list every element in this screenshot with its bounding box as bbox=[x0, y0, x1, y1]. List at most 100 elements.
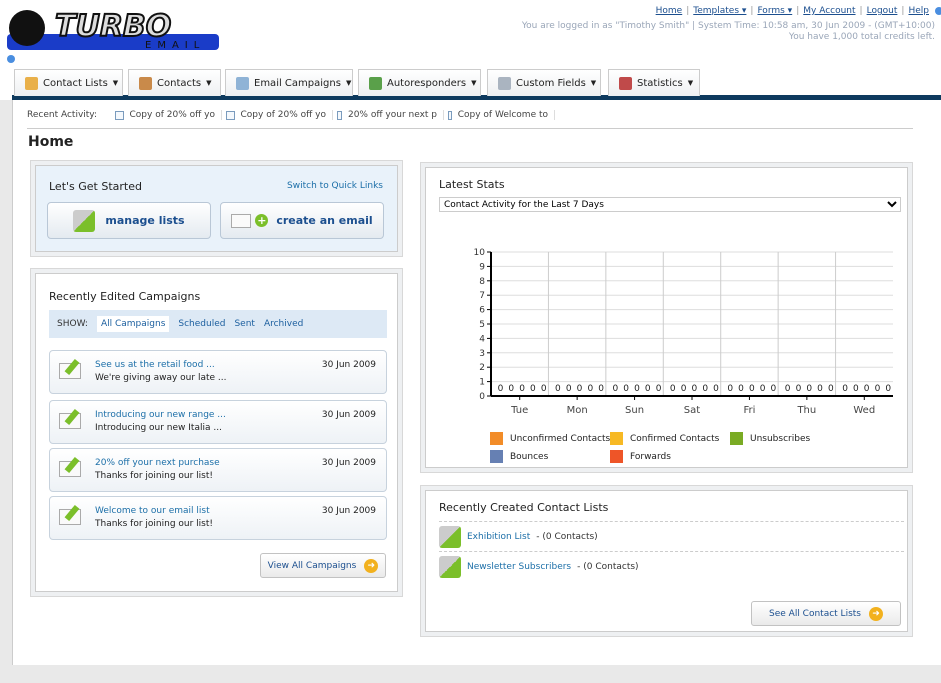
x-tick-label: Mon bbox=[567, 405, 588, 416]
user-info: You are logged in as "Timothy Smith" | S… bbox=[522, 21, 935, 43]
campaigns-title: Recently Edited Campaigns bbox=[49, 290, 201, 303]
arrow-right-icon: ➜ bbox=[364, 558, 379, 573]
data-label: 0 bbox=[771, 384, 777, 394]
data-label: 0 bbox=[587, 384, 593, 394]
envelope-check-icon bbox=[59, 509, 81, 525]
link-logout[interactable]: Logout bbox=[866, 6, 898, 16]
turbo-email-logo[interactable]: TURBO EMAIL bbox=[5, 4, 221, 52]
divider bbox=[27, 128, 913, 129]
legend-item: Forwards bbox=[610, 450, 671, 463]
stats-period-select[interactable]: Contact Activity for the Last 7 Days bbox=[439, 197, 901, 212]
y-tick-label: 4 bbox=[479, 334, 485, 344]
filter-all[interactable]: All Campaigns bbox=[96, 316, 170, 332]
svg-text:TURBO: TURBO bbox=[55, 9, 171, 44]
filter-sent[interactable]: Sent bbox=[234, 319, 255, 329]
recent-item-label: 20% off your next p bbox=[347, 110, 438, 120]
campaign-subject: Introducing our new Italia ... bbox=[95, 423, 222, 433]
tab-custom-fields[interactable]: Custom Fields ▼ bbox=[487, 69, 601, 96]
data-label: 0 bbox=[645, 384, 651, 394]
chevron-down-icon: ▼ bbox=[590, 79, 597, 87]
contact-list-item: Exhibition List - (0 Contacts) bbox=[439, 521, 904, 551]
recent-activity-item[interactable]: Copy of 20% off yo bbox=[226, 110, 334, 120]
tab-email-campaigns[interactable]: Email Campaigns ▼ bbox=[225, 69, 353, 96]
campaign-title[interactable]: See us at the retail food ... bbox=[95, 360, 215, 370]
campaign-subject: Thanks for joining our list! bbox=[95, 471, 214, 481]
tab-autoresponders[interactable]: Autoresponders ▼ bbox=[358, 69, 481, 96]
legend-label: Bounces bbox=[510, 451, 549, 462]
plus-icon: + bbox=[255, 214, 269, 227]
latest-stats-panel: Latest Stats Contact Activity for the La… bbox=[420, 162, 913, 473]
envelope-check-icon bbox=[59, 461, 81, 477]
tab-label: Email Campaigns bbox=[254, 77, 341, 89]
see-all-contact-lists-button[interactable]: See All Contact Lists ➜ bbox=[751, 601, 901, 626]
bar-chart-icon bbox=[619, 76, 632, 90]
chevron-down-icon: ▼ bbox=[206, 79, 212, 87]
scroll-handle-left bbox=[7, 55, 15, 63]
data-label: 0 bbox=[598, 384, 604, 394]
recent-activity-label: Recent Activity: bbox=[27, 110, 98, 120]
y-tick-label: 9 bbox=[479, 262, 485, 272]
data-label: 0 bbox=[656, 384, 662, 394]
create-email-button[interactable]: + create an email bbox=[220, 202, 384, 239]
chevron-down-icon: ▼ bbox=[471, 79, 477, 87]
campaign-item[interactable]: 20% off your next purchase Thanks for joi… bbox=[49, 448, 387, 492]
see-all-label: See All Contact Lists bbox=[769, 608, 861, 619]
envelope-icon bbox=[236, 76, 249, 90]
data-label: 0 bbox=[796, 384, 802, 394]
data-label: 0 bbox=[541, 384, 547, 394]
stats-title: Latest Stats bbox=[439, 178, 505, 191]
recent-item-label: Copy of Welcome to bbox=[457, 110, 549, 120]
link-forms[interactable]: Forms ▾ bbox=[757, 6, 793, 16]
campaign-item[interactable]: Welcome to our email list Thanks for join… bbox=[49, 496, 387, 540]
y-tick-label: 2 bbox=[479, 363, 485, 373]
link-my-account[interactable]: My Account bbox=[803, 6, 856, 16]
manage-lists-button[interactable]: manage lists bbox=[47, 202, 211, 239]
tab-contacts[interactable]: Contacts ▼ bbox=[128, 69, 221, 96]
recent-activity-item[interactable]: 20% off your next p bbox=[337, 110, 445, 120]
data-label: 0 bbox=[623, 384, 629, 394]
data-label: 0 bbox=[738, 384, 744, 394]
campaign-title[interactable]: Welcome to our email list bbox=[95, 506, 210, 516]
recent-activity-item[interactable]: Copy of 20% off yo bbox=[115, 110, 223, 120]
custom-fields-icon bbox=[498, 76, 511, 90]
data-label: 0 bbox=[885, 384, 891, 394]
get-started-title: Let's Get Started bbox=[49, 180, 142, 193]
data-label: 0 bbox=[612, 384, 618, 394]
data-label: 0 bbox=[498, 384, 504, 394]
campaign-title[interactable]: 20% off your next purchase bbox=[95, 458, 220, 468]
view-all-campaigns-button[interactable]: View All Campaigns ➜ bbox=[260, 553, 386, 578]
recent-item-label: Copy of 20% off yo bbox=[129, 110, 216, 120]
filter-scheduled[interactable]: Scheduled bbox=[178, 319, 226, 329]
contact-list-item: Newsletter Subscribers - (0 Contacts) bbox=[439, 551, 904, 581]
campaign-item[interactable]: See us at the retail food ... We're givin… bbox=[49, 350, 387, 394]
envelope-plus-icon bbox=[231, 213, 252, 228]
top-links: Home | Templates ▾ | Forms ▾ | My Account | Logo… bbox=[655, 6, 929, 16]
legend-item: Confirmed Contacts bbox=[610, 432, 719, 445]
envelope-check-icon bbox=[59, 363, 81, 379]
legend-label: Forwards bbox=[630, 451, 671, 462]
legend-swatch bbox=[610, 432, 623, 445]
link-home[interactable]: Home bbox=[655, 6, 683, 16]
page-title: Home bbox=[28, 134, 74, 150]
switch-quick-links[interactable]: Switch to Quick Links bbox=[287, 181, 383, 191]
y-tick-label: 6 bbox=[479, 306, 485, 316]
contact-list-link[interactable]: Exhibition List bbox=[467, 531, 531, 542]
recent-activity-item[interactable]: Copy of Welcome to bbox=[448, 110, 556, 120]
campaign-date: 30 Jun 2009 bbox=[321, 410, 376, 420]
tab-label: Custom Fields bbox=[516, 77, 586, 89]
tab-contact-lists[interactable]: Contact Lists ▼ bbox=[14, 69, 123, 96]
contact-list-count: - (0 Contacts) bbox=[536, 531, 598, 542]
campaign-item[interactable]: Introducing our new range ... Introducing… bbox=[49, 400, 387, 444]
tab-statistics[interactable]: Statistics ▼ bbox=[608, 69, 700, 96]
scroll-handle-right bbox=[935, 7, 941, 15]
campaign-title[interactable]: Introducing our new range ... bbox=[95, 410, 226, 420]
x-tick-label: Tue bbox=[510, 405, 528, 416]
y-tick-label: 7 bbox=[479, 291, 485, 301]
data-label: 0 bbox=[566, 384, 572, 394]
link-help[interactable]: Help bbox=[908, 6, 929, 16]
recent-activity: Recent Activity: Copy of 20% off yo Copy o… bbox=[27, 110, 556, 120]
contact-list-link[interactable]: Newsletter Subscribers bbox=[467, 561, 572, 572]
nav-bar bbox=[12, 95, 941, 100]
link-templates[interactable]: Templates ▾ bbox=[693, 6, 747, 16]
filter-archived[interactable]: Archived bbox=[263, 319, 304, 329]
